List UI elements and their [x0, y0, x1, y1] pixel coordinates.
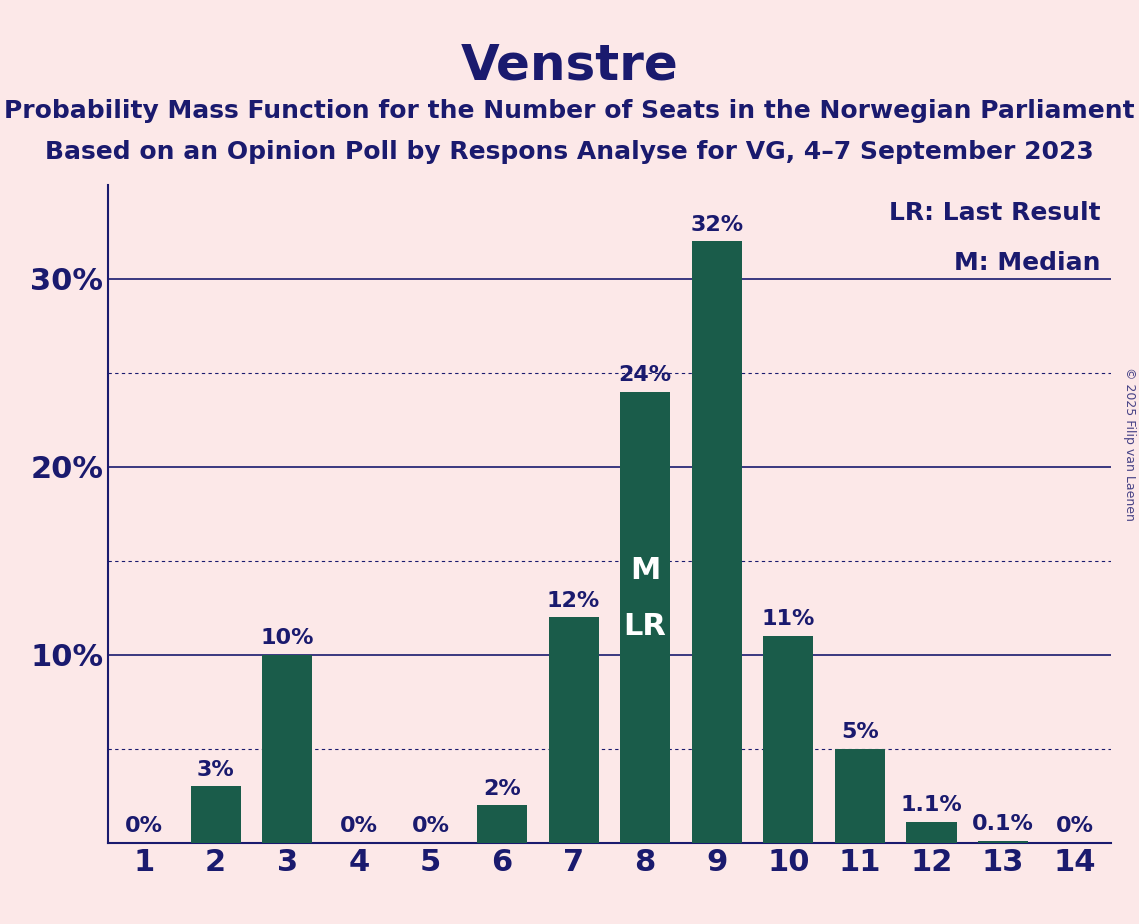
Text: 0.1%: 0.1%	[973, 814, 1034, 834]
Text: 3%: 3%	[197, 760, 235, 780]
Text: 5%: 5%	[841, 723, 879, 742]
Text: 0%: 0%	[125, 816, 163, 836]
Bar	[262, 655, 312, 843]
Text: 0%: 0%	[1056, 816, 1093, 836]
Text: 0%: 0%	[339, 816, 378, 836]
Bar	[763, 636, 813, 843]
Bar	[549, 617, 599, 843]
Text: 24%: 24%	[618, 365, 672, 385]
Bar	[907, 822, 957, 843]
Text: Probability Mass Function for the Number of Seats in the Norwegian Parliament: Probability Mass Function for the Number…	[5, 99, 1134, 123]
Text: 0%: 0%	[411, 816, 450, 836]
Text: 12%: 12%	[547, 590, 600, 611]
Text: LR: Last Result: LR: Last Result	[888, 201, 1100, 225]
Bar	[978, 841, 1029, 843]
Bar	[691, 241, 741, 843]
Bar	[835, 748, 885, 843]
Text: 1.1%: 1.1%	[901, 796, 962, 816]
Text: Based on an Opinion Poll by Respons Analyse for VG, 4–7 September 2023: Based on an Opinion Poll by Respons Anal…	[46, 140, 1093, 164]
Text: 11%: 11%	[762, 609, 816, 629]
Text: © 2025 Filip van Laenen: © 2025 Filip van Laenen	[1123, 367, 1137, 520]
Text: LR: LR	[624, 612, 666, 641]
Text: 32%: 32%	[690, 214, 744, 235]
Bar	[620, 392, 670, 843]
Bar	[477, 805, 527, 843]
Text: M: M	[630, 555, 661, 585]
Text: 2%: 2%	[483, 779, 521, 798]
Text: M: Median: M: Median	[954, 250, 1100, 274]
Text: 10%: 10%	[261, 628, 314, 648]
Bar	[190, 786, 240, 843]
Text: Venstre: Venstre	[460, 42, 679, 90]
